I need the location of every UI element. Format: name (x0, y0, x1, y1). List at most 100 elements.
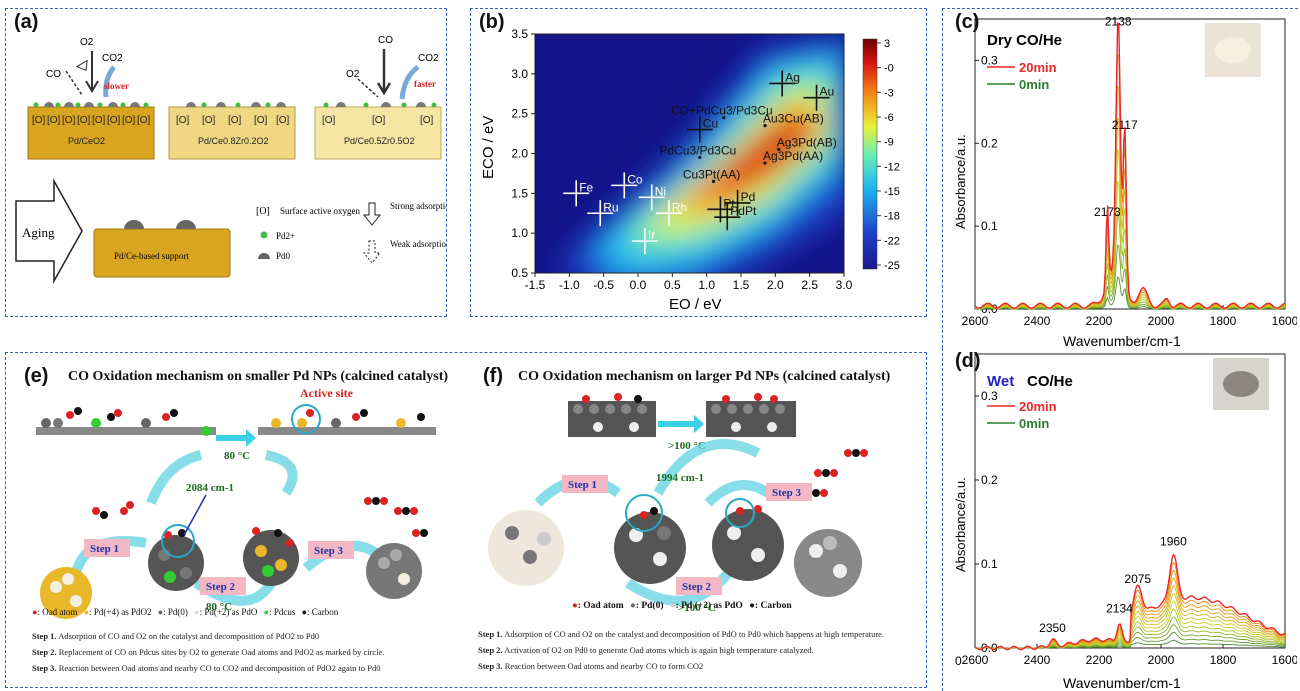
surface-strip-left (36, 407, 216, 436)
pd-nanoparticle (712, 509, 784, 581)
alloy-label: PdCu3/Pd3Cu (659, 143, 736, 157)
heatmap-ylabel: ECO / eV (480, 116, 497, 179)
y-tick-label: 1.5 (511, 186, 528, 200)
step-heading: Step 3. (478, 661, 503, 671)
spectrum-line (974, 54, 1286, 309)
y-tick-label: 0.2 (981, 136, 998, 150)
o-mark: [O] (322, 115, 336, 126)
x-tick-label: 2400 (1024, 314, 1051, 328)
o-mark: [O] (32, 115, 46, 126)
panel-ef: (e) CO Oxidation mechanism on smaller Pd… (5, 352, 927, 688)
spectrum-xlabel: Wavenumber/cm-1 (1063, 333, 1181, 347)
pd-particles-slab2 (186, 102, 286, 108)
y-tick-label: 3.0 (511, 67, 528, 81)
aging-arrow (15, 178, 83, 284)
x-tick-label: 1600 (1272, 314, 1297, 328)
mechanism-e: 80 °C Active site 2084 cm-1 (36, 386, 436, 619)
x-tick-label: 1600 (1272, 653, 1297, 667)
alloy-label: Ag3Pd(AB) (777, 136, 837, 150)
o-mark: [O] (176, 115, 190, 126)
slab-label: Pd/CeO2 (68, 136, 105, 146)
panel-f-label: (f) (483, 365, 503, 387)
y-tick-label: 0.1 (981, 557, 998, 571)
wavenumber-label: 2084 cm-1 (186, 482, 234, 494)
spectrum-title: Dry CO/He (987, 32, 1062, 49)
colorbar-tick-label: -12 (884, 161, 900, 173)
y-tick-label: 2.5 (511, 107, 528, 121)
legend-pd0-dot (258, 253, 270, 259)
o-mark: [O] (137, 115, 151, 126)
alloy-point (777, 147, 781, 152)
spectrum-ylabel: Absorbance/a.u. (953, 134, 968, 229)
o-mark: [O] (228, 115, 242, 126)
y-tick-label: 1.0 (511, 226, 528, 240)
step-3-box (308, 541, 354, 559)
spectrum-line (974, 553, 1286, 651)
x-tick-label: 2200 (1086, 314, 1113, 328)
o-mark: [O] (420, 115, 434, 126)
colorbar-tick-label: -18 (884, 211, 900, 223)
step-text: Reaction between Oad atoms and nearby CO… (502, 661, 704, 671)
x-tick-label: 1800 (1210, 653, 1237, 667)
legend-surface-oxygen: Surface active oxygen (280, 206, 360, 216)
spectrum-ylabel: Absorbance/a.u. (953, 477, 968, 572)
legend-item: : Carbon (754, 601, 792, 611)
legend-f: ●: Oad atom ●: Pd(0) ●: Pd (+2) as PdO ●… (572, 601, 792, 611)
alloy-label: CO+PdCu3/Pd3Cu (671, 104, 773, 118)
weak-arrow-icon (362, 240, 382, 264)
pd-nanoparticle (243, 530, 299, 586)
wavenumber-label: 1994 cm-1 (656, 472, 704, 484)
panel-f-title: CO Oxidation mechanism on larger Pd NPs … (518, 369, 891, 384)
zero-label: 0 (955, 654, 962, 668)
peak-labels: 1960 2075 2134 2350 (1039, 534, 1187, 635)
y-tick-label: 0.1 (981, 219, 998, 233)
o-mark: [O] (92, 115, 106, 126)
colorbar (862, 38, 878, 270)
pd-ce-support (93, 228, 231, 278)
process-arrow (216, 429, 256, 447)
alloy-label: Ag3Pd(AA) (763, 149, 823, 163)
metal-label: Rh (672, 200, 687, 214)
step-1-box (562, 475, 608, 493)
spectrum-line (974, 116, 1286, 309)
metal-label: Cu (703, 117, 718, 131)
step-text: Replacement of CO on Pdcus sites by O2 t… (56, 647, 385, 657)
step-heading: Step 3. (32, 663, 57, 673)
heatmap-chart: -1.5 -1.0 -0.5 0.0 0.5 1.0 1.5 2.0 2.5 3.0 0.5 1.0 1… (480, 27, 900, 313)
o-mark: [O] (107, 115, 121, 126)
metal-label: Ir (648, 228, 655, 242)
panel-b: (b) (470, 8, 927, 317)
y-tick-label: 2.0 (511, 147, 528, 161)
legend-0min: 0min (1019, 77, 1049, 92)
o-mark: [O] (77, 115, 91, 126)
alloy-point (698, 155, 702, 160)
pd-particles-slab1 (33, 102, 149, 108)
steps-f: Step 1. Adsorption of CO and O2 on the c… (478, 629, 922, 677)
o2-label: O2 (346, 69, 360, 80)
metal-label: Co (627, 172, 643, 186)
peak-label: 2138 (1105, 14, 1132, 28)
pd-particles-slab3 (323, 102, 437, 108)
step-heading: Step 2. (32, 647, 57, 657)
o-mark: [O] (122, 115, 136, 126)
strong-arrow-icon (362, 202, 382, 226)
colorbar-tick-label: -0 (884, 63, 894, 75)
panel-a: (a) [O] [O] [O] (5, 8, 447, 317)
x-tick-label: 0.0 (630, 278, 647, 292)
active-circle (625, 494, 663, 532)
spectrum-xlabel: Wavenumber/cm-1 (1063, 675, 1181, 691)
alloy-label: Cu3Pt(AA) (683, 167, 740, 181)
spectrum-line (974, 22, 1286, 309)
surface-strip-right (258, 409, 436, 435)
alloy-point (763, 161, 767, 165)
metal-label: Ni (655, 184, 666, 198)
legend-20min: 20min (1019, 399, 1057, 414)
temp-label: >100 °C (678, 602, 716, 614)
pd-nanoparticle (794, 529, 862, 597)
alloy-label: Au3Cu(AB) (763, 112, 824, 126)
alloy-point (763, 124, 767, 128)
o-mark: [O] (254, 115, 268, 126)
metal-label: Au (820, 85, 835, 99)
